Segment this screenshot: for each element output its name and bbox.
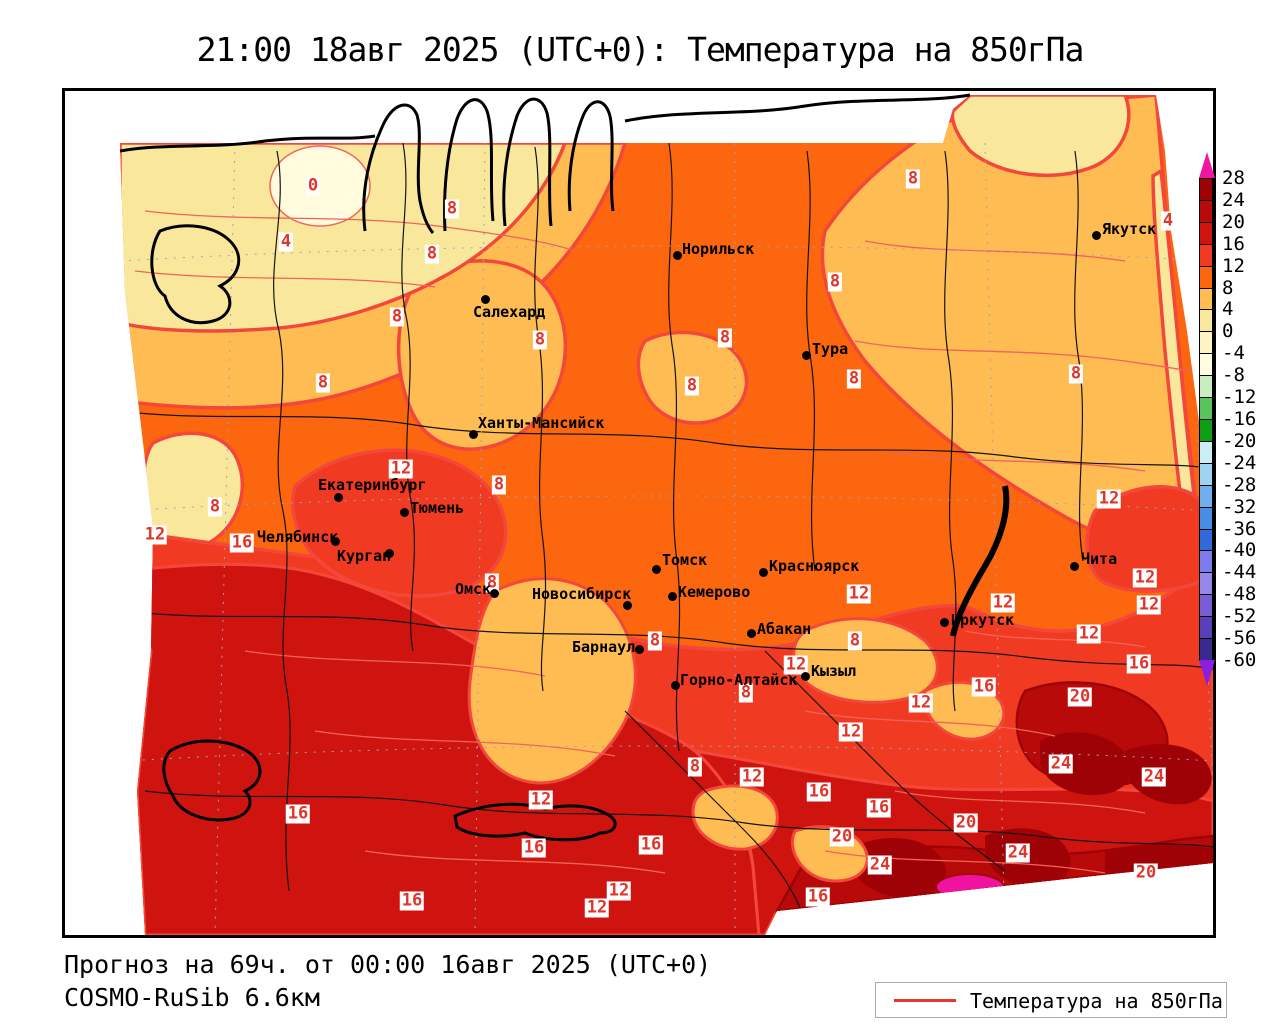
band-4-8-novosibirsk bbox=[467, 577, 637, 785]
band-0-4-northeast bbox=[950, 95, 1131, 177]
colorbar-tick-label: -24 bbox=[1222, 451, 1257, 474]
colorbar-tick-label: -60 bbox=[1222, 649, 1257, 671]
colorbar-tick-label: 24 bbox=[1222, 188, 1245, 211]
band-24-28-blob3 bbox=[1040, 732, 1132, 796]
legend-label: Температура на 850гПа bbox=[970, 989, 1223, 1013]
colorbar-tick-label: -40 bbox=[1222, 539, 1257, 562]
colorbar-segment bbox=[1199, 331, 1213, 355]
colorbar-segment bbox=[1199, 572, 1213, 596]
colorbar-segment bbox=[1199, 528, 1213, 552]
colorbar-segment bbox=[1199, 397, 1213, 420]
band-12-16-chita-east bbox=[1085, 485, 1213, 593]
colorbar-tick-label: -16 bbox=[1222, 408, 1257, 430]
band-24-28-corner bbox=[1105, 844, 1213, 874]
map-canvas: 0 4 4 8 8 8 8 8 8 8 8 8 8 8 8 8 8 8 8 8 8 12 12 12 12 12 12 12 12 12 1… bbox=[62, 88, 1216, 938]
colorbar-segment bbox=[1199, 287, 1213, 311]
band-4-8-salekhard bbox=[397, 259, 568, 451]
lake-zaysan bbox=[162, 739, 262, 822]
colorbar-tick-label: 28 bbox=[1222, 167, 1245, 189]
colorbar-tick-label: 20 bbox=[1222, 210, 1245, 233]
colorbar-segment bbox=[1199, 243, 1213, 267]
band-24-28-blob1 bbox=[855, 837, 946, 899]
colorbar-segment bbox=[1199, 550, 1213, 574]
colorbar-segment bbox=[1199, 353, 1213, 377]
colorbar-tick-label: -56 bbox=[1222, 627, 1257, 650]
colorbar-tick-label: 0 bbox=[1222, 320, 1234, 343]
band-minus4-0-pocket bbox=[269, 145, 371, 227]
band-0-4-northwest bbox=[120, 141, 568, 333]
colorbar-tick-label: -36 bbox=[1222, 517, 1257, 540]
colorbar-segment bbox=[1199, 484, 1213, 508]
colorbar-tick-label: -12 bbox=[1222, 386, 1257, 409]
forecast-info: Прогноз на 69ч. от 00:00 16авг 2025 (UTC… bbox=[64, 950, 712, 979]
colorbar-segment bbox=[1199, 221, 1213, 245]
colorbar-segment bbox=[1199, 440, 1213, 464]
colorbar-segment bbox=[1199, 309, 1213, 333]
band-24-28-blob4 bbox=[1125, 744, 1212, 805]
temperature-field-svg bbox=[119, 93, 1213, 935]
colorbar-segment bbox=[1199, 265, 1213, 289]
colorbar-tick-label: -44 bbox=[1222, 561, 1257, 584]
colorbar-tick-label: -32 bbox=[1222, 495, 1257, 518]
coastlines bbox=[119, 93, 1010, 842]
colorbar-under-triangle bbox=[1199, 660, 1215, 686]
colorbar-segment bbox=[1199, 419, 1213, 442]
colorbar-segment bbox=[1199, 178, 1213, 201]
colorbar-tick-label: -52 bbox=[1222, 605, 1257, 628]
legend-line-swatch bbox=[894, 999, 956, 1002]
colorbar-segment bbox=[1199, 616, 1213, 640]
region-borders bbox=[120, 142, 1213, 922]
colorbar-tick-label: -28 bbox=[1222, 473, 1257, 496]
model-info: COSMO-RuSib 6.6км bbox=[64, 983, 320, 1012]
lake-baikal bbox=[950, 485, 1010, 637]
colorbar-segment bbox=[1199, 506, 1213, 530]
colorbar-segment bbox=[1199, 638, 1213, 661]
page-title: 21:00 18авг 2025 (UTC+0): Температура на… bbox=[196, 30, 1085, 69]
colorbar-segment bbox=[1199, 594, 1213, 618]
colorbar-segment bbox=[1199, 199, 1213, 223]
band-4-8-tuva1 bbox=[691, 784, 779, 851]
colorbar-tick-label: -8 bbox=[1222, 364, 1245, 387]
colorbar-tick-label: 16 bbox=[1222, 232, 1245, 255]
colorbar-tick-label: -20 bbox=[1222, 429, 1257, 452]
colorbar-tick-label: -4 bbox=[1222, 342, 1245, 365]
legend-box: Температура на 850гПа bbox=[875, 982, 1227, 1018]
temperature-colorbar: 28 24 20 16 12 8 4 0 -4 -8 -12 -16 -20 -24 -28 -32 -36 -4… bbox=[1199, 152, 1269, 712]
band-over-28-hotspot bbox=[935, 873, 1005, 901]
colorbar-segment bbox=[1199, 375, 1213, 399]
colorbar-tick-label: 12 bbox=[1222, 254, 1245, 277]
colorbar-tick-label: 4 bbox=[1222, 298, 1234, 321]
colorbar-tick-label: 8 bbox=[1222, 276, 1234, 299]
colorbar-over-triangle bbox=[1199, 152, 1215, 178]
colorbar-tick-label: -48 bbox=[1222, 583, 1257, 606]
colorbar-segment bbox=[1199, 462, 1213, 486]
